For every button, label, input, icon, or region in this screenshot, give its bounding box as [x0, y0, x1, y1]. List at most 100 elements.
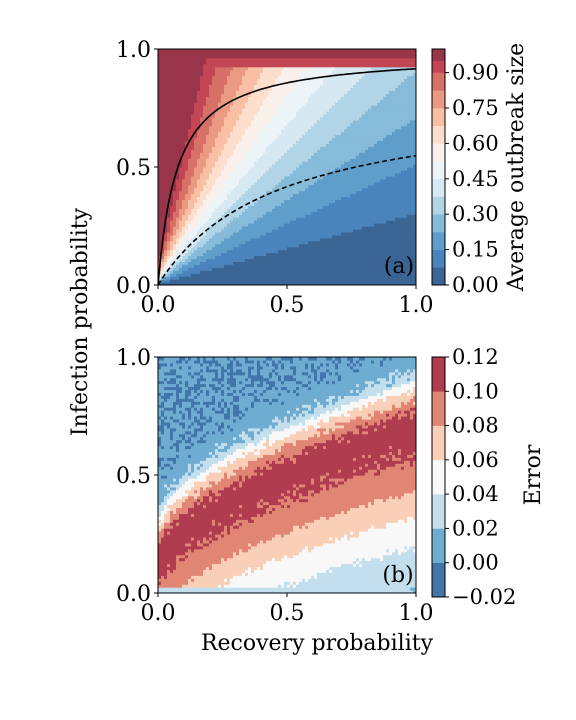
heatmap-cell	[164, 240, 168, 245]
heatmap-cell	[302, 184, 306, 189]
heatmap-cell	[185, 155, 189, 159]
heatmap-cell	[272, 93, 276, 97]
heatmap-cell	[335, 249, 339, 254]
heatmap-cell	[227, 54, 231, 59]
heatmap-cell	[194, 78, 198, 83]
heatmap-cell	[287, 116, 291, 121]
heatmap-cell	[191, 90, 195, 94]
heatmap-cell	[245, 102, 249, 106]
heatmap-cell	[338, 69, 342, 74]
heatmap-cell	[332, 246, 336, 251]
heatmap-cell	[254, 243, 258, 248]
heatmap-cell	[332, 131, 336, 136]
heatmap-cell	[260, 60, 264, 65]
heatmap-cell	[209, 105, 213, 109]
heatmap-cell	[329, 243, 333, 248]
heatmap-cell	[275, 202, 279, 206]
heatmap-cell	[170, 60, 174, 65]
heatmap-cell	[218, 131, 222, 136]
heatmap-cell	[278, 137, 282, 142]
heatmap-cell	[299, 90, 303, 94]
heatmap-cell	[167, 54, 171, 59]
heatmap-cell	[257, 231, 261, 236]
heatmap-cell	[233, 273, 237, 277]
heatmap-cell	[341, 172, 345, 177]
heatmap-cell	[296, 249, 300, 254]
heatmap-cell	[182, 119, 186, 124]
heatmap-cell	[341, 51, 345, 56]
heatmap-cell	[287, 205, 291, 209]
heatmap-cell	[230, 252, 234, 257]
heatmap-cell	[194, 172, 198, 177]
heatmap-cell	[290, 63, 294, 68]
heatmap-cell	[209, 237, 213, 242]
heatmap-cell	[161, 66, 165, 71]
heatmap-cell	[176, 208, 180, 212]
heatmap-cell	[320, 90, 324, 94]
heatmap-cell	[272, 255, 276, 260]
heatmap-cell	[320, 231, 324, 236]
heatmap-cell	[254, 223, 258, 227]
heatmap-cell	[320, 125, 324, 130]
heatmap-cell	[215, 214, 219, 218]
heatmap-cell	[221, 237, 225, 242]
heatmap-cell	[206, 217, 210, 221]
heatmap-cell	[188, 282, 192, 285]
heatmap-cell	[341, 282, 345, 285]
heatmap-cell	[164, 155, 168, 159]
heatmap-cell	[260, 246, 264, 251]
heatmap-cell	[239, 113, 243, 118]
heatmap-cell	[200, 243, 204, 248]
heatmap-cell	[272, 178, 276, 183]
heatmap-cell	[332, 158, 336, 162]
heatmap-cell	[200, 131, 204, 136]
heatmap-cell	[215, 249, 219, 254]
heatmap-cell	[170, 267, 174, 271]
heatmap-cell	[161, 167, 165, 171]
heatmap-cell	[188, 267, 192, 271]
heatmap-cell	[191, 75, 195, 80]
heatmap-cell	[344, 246, 348, 251]
heatmap-cell	[215, 202, 219, 206]
heatmap-cell	[287, 143, 291, 147]
heatmap-cell	[236, 240, 240, 245]
heatmap-cell	[218, 66, 222, 71]
heatmap-cell	[302, 237, 306, 242]
heatmap-cell	[266, 273, 270, 277]
heatmap-cell	[188, 110, 192, 115]
heatmap-cell	[341, 78, 345, 83]
heatmap-cell	[299, 116, 303, 121]
heatmap-cell	[317, 273, 321, 277]
heatmap-cell	[296, 108, 300, 112]
heatmap-cell	[251, 63, 255, 68]
heatmap-cell	[341, 108, 345, 112]
heatmap-cell	[266, 96, 270, 100]
heatmap-cell	[311, 128, 315, 133]
heatmap-cell	[242, 240, 246, 245]
heatmap-cell	[308, 69, 312, 74]
heatmap-cell	[257, 161, 261, 165]
heatmap-cell	[245, 161, 249, 165]
heatmap-cell	[320, 255, 324, 260]
heatmap-cell	[158, 90, 162, 94]
heatmap-cell	[215, 102, 219, 106]
heatmap-cell	[221, 258, 225, 262]
heatmap-cell	[281, 72, 285, 77]
heatmap-cell	[281, 252, 285, 257]
heatmap-cell	[272, 99, 276, 103]
heatmap-cell	[173, 276, 177, 280]
heatmap-cell	[311, 105, 315, 109]
heatmap-cell	[176, 267, 180, 271]
heatmap-cell	[167, 169, 171, 174]
heatmap-cell	[203, 84, 207, 88]
heatmap-cell	[206, 146, 210, 150]
heatmap-cell	[320, 81, 324, 85]
heatmap-cell	[215, 134, 219, 139]
heatmap-cell	[185, 122, 189, 127]
heatmap-cell	[344, 258, 348, 262]
heatmap-cell	[344, 282, 348, 285]
heatmap-cell	[218, 208, 222, 212]
heatmap-cell	[239, 220, 243, 224]
heatmap-cell	[341, 146, 345, 150]
heatmap-cell	[239, 155, 243, 159]
